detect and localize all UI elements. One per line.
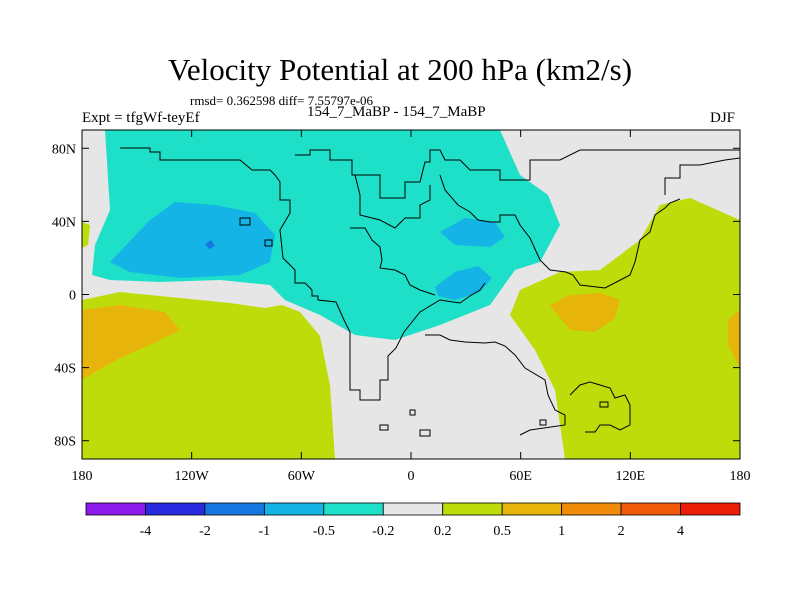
- negative-center-africa: [440, 218, 505, 247]
- colorbar-label: -0.5: [313, 524, 335, 539]
- colorbar-swatch: [263, 502, 325, 516]
- stats-label: rmsd= 0.362598 diff= 7.55797e-06: [190, 93, 374, 108]
- colorbar-swatch: [145, 502, 206, 516]
- coastline-north-america: [120, 147, 486, 401]
- colorbar-swatch: [680, 502, 741, 516]
- y-tick-label: 40S: [54, 362, 76, 377]
- coastlines: [120, 147, 741, 437]
- colorbar-swatch: [382, 502, 444, 516]
- colorbar-swatch: [204, 502, 265, 516]
- negative-minimum: [205, 240, 215, 249]
- experiment-label: Expt = tfgWf-teyEf: [82, 110, 200, 126]
- colorbar-label: 4: [677, 524, 684, 539]
- x-tick-label: 120E: [616, 469, 646, 484]
- coastline-mediterranean: [350, 227, 436, 296]
- case-label: 154_7_MaBP - 154_7_MaBP: [307, 104, 486, 120]
- coastline-europe-africa: [439, 174, 681, 289]
- x-tick-label: 0: [408, 469, 415, 484]
- season-label: DJF: [710, 110, 736, 126]
- positive-band-west-edge: [82, 222, 90, 248]
- colorbar-swatch: [442, 502, 503, 516]
- colorbar-label: -2: [199, 524, 211, 539]
- x-axis: 180 120W 60W 0 60E 120E 180: [72, 130, 751, 484]
- positive-center-east-edge: [728, 310, 740, 368]
- coastline-south-america: [425, 334, 566, 436]
- colorbar-label: 1: [558, 524, 565, 539]
- colorbar-swatch: [85, 502, 146, 516]
- colorbar-swatch: [561, 502, 622, 516]
- colorbar-label: 0.5: [493, 524, 511, 539]
- colorbar-label: -0.2: [372, 524, 394, 539]
- chart-title: Velocity Potential at 200 hPa (km2/s): [167, 52, 633, 87]
- y-tick-label: 80N: [52, 142, 76, 157]
- x-tick-label: 60E: [509, 469, 532, 484]
- colorbar-label: -1: [259, 524, 271, 539]
- y-tick-label: 80S: [54, 435, 76, 450]
- colorbar-label: -4: [140, 524, 152, 539]
- negative-center-pacific: [110, 202, 275, 278]
- colorbar-swatch: [323, 502, 384, 516]
- map-field: [82, 130, 740, 459]
- y-axis: 80N 40N 0 40S 80S: [52, 142, 740, 450]
- coastline-eurasia: [295, 149, 740, 199]
- positive-center-southwest: [82, 305, 180, 380]
- x-tick-label: 180: [730, 469, 751, 484]
- x-tick-label: 60W: [288, 469, 316, 484]
- coastline-southern: [569, 381, 631, 433]
- y-tick-label: 40N: [52, 215, 76, 230]
- colorbar-label: 0.2: [434, 524, 452, 539]
- colorbar-label: 2: [618, 524, 625, 539]
- coastline-interior: [354, 174, 431, 229]
- colorbar-swatch: [620, 502, 681, 516]
- y-tick-label: 0: [69, 289, 76, 304]
- colorbar: -4 -2 -1 -0.5 -0.2 0.2 0.5 1 2 4: [85, 502, 741, 539]
- coastline-asia-pacific: [664, 157, 741, 195]
- x-tick-label: 120W: [175, 469, 210, 484]
- coastline-islands: [239, 217, 609, 437]
- positive-center-indian-ocean: [550, 293, 620, 332]
- x-tick-label: 180: [72, 469, 93, 484]
- positive-band-east: [510, 198, 740, 459]
- colorbar-swatch: [501, 502, 563, 516]
